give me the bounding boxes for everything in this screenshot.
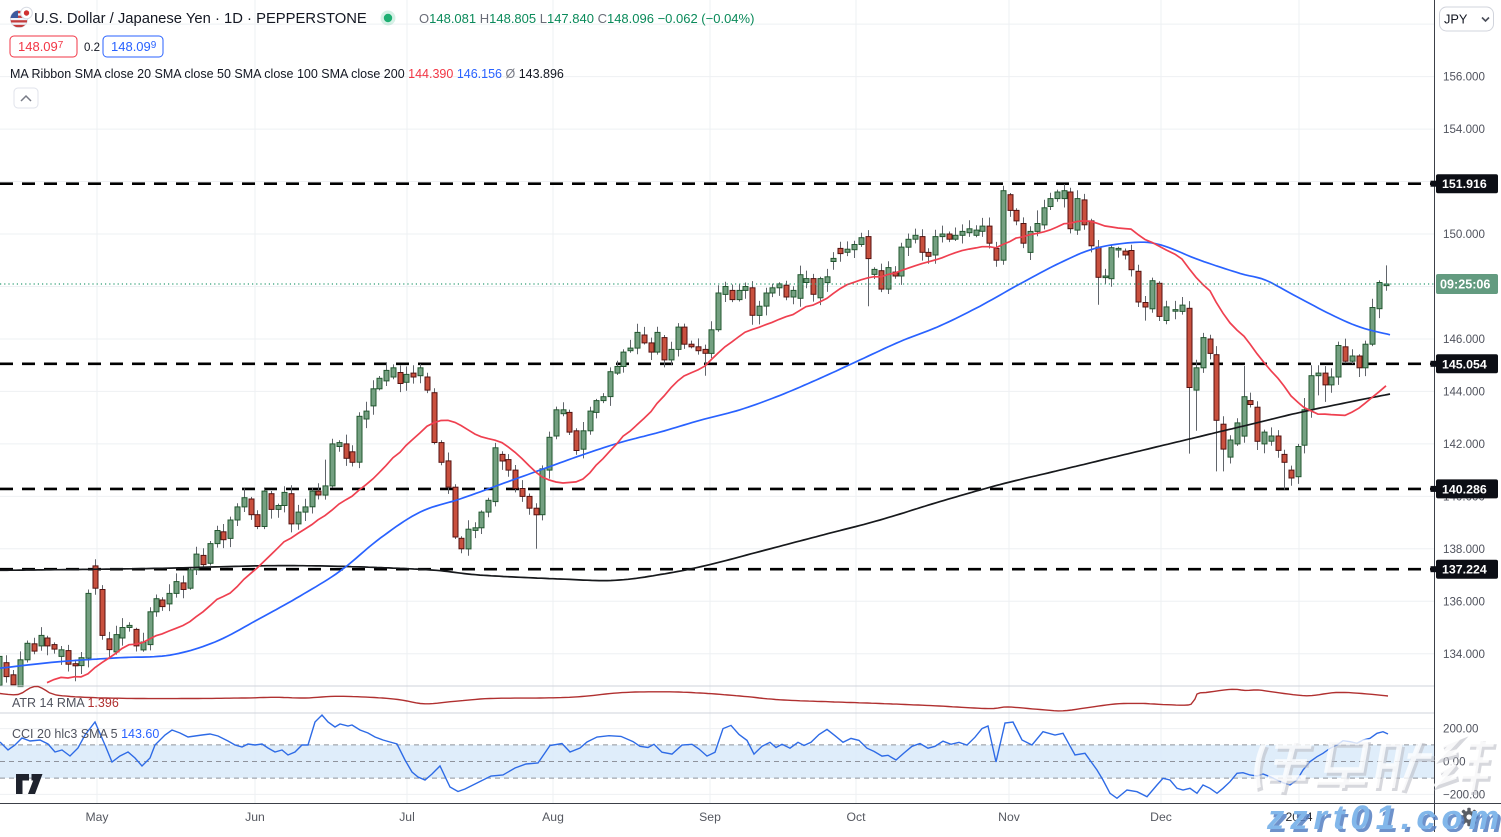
svg-text:142.000: 142.000 xyxy=(1443,438,1485,451)
svg-text:ATR 14 RMA 1.396: ATR 14 RMA 1.396 xyxy=(12,696,119,710)
svg-text:145.054: 145.054 xyxy=(1442,357,1487,371)
svg-text:09:25:06: 09:25:06 xyxy=(1440,278,1490,292)
svg-text:146.000: 146.000 xyxy=(1443,333,1485,346)
svg-text:154.000: 154.000 xyxy=(1443,123,1485,136)
svg-text:151.916: 151.916 xyxy=(1442,177,1487,191)
svg-text:200.00: 200.00 xyxy=(1443,722,1478,735)
svg-text:Sep: Sep xyxy=(699,810,721,824)
svg-text:2024: 2024 xyxy=(1285,810,1312,824)
svg-text:148.097: 148.097 xyxy=(18,39,64,54)
svg-text:Dec: Dec xyxy=(1150,810,1172,824)
svg-text:Jul: Jul xyxy=(399,810,415,824)
svg-text:Aug: Aug xyxy=(542,810,564,824)
svg-text:138.000: 138.000 xyxy=(1443,543,1485,556)
svg-text:U.S. Dollar / Japanese Yen · 1: U.S. Dollar / Japanese Yen · 1D · PEPPER… xyxy=(34,11,367,27)
svg-text:CCI 20 hlc3 SMA 5 143.60: CCI 20 hlc3 SMA 5 143.60 xyxy=(12,727,159,741)
svg-text:140.286: 140.286 xyxy=(1442,482,1487,496)
svg-text:Nov: Nov xyxy=(998,810,1021,824)
svg-text:Jun: Jun xyxy=(245,810,265,824)
svg-text:148.099: 148.099 xyxy=(111,39,157,54)
svg-text:136.000: 136.000 xyxy=(1443,595,1485,608)
svg-text:144.000: 144.000 xyxy=(1443,385,1485,398)
svg-text:zzrt01.com: zzrt01.com xyxy=(1269,802,1501,832)
svg-text:156.000: 156.000 xyxy=(1443,71,1485,84)
svg-text:150.000: 150.000 xyxy=(1443,228,1485,241)
svg-text:May: May xyxy=(85,810,109,824)
svg-text:134.000: 134.000 xyxy=(1443,648,1485,661)
svg-text:137.224: 137.224 xyxy=(1442,563,1487,577)
svg-text:Oct: Oct xyxy=(847,810,867,824)
svg-text:MA Ribbon SMA close 20 SMA clo: MA Ribbon SMA close 20 SMA close 50 SMA … xyxy=(10,67,564,81)
svg-text:zzrt01.com: zzrt01.com xyxy=(1266,799,1501,832)
svg-text:0.2: 0.2 xyxy=(84,42,100,54)
svg-text:JPY: JPY xyxy=(1444,12,1468,27)
svg-text:O148.081 H148.805 L147.840 C14: O148.081 H148.805 L147.840 C148.096 −0.0… xyxy=(419,11,754,26)
